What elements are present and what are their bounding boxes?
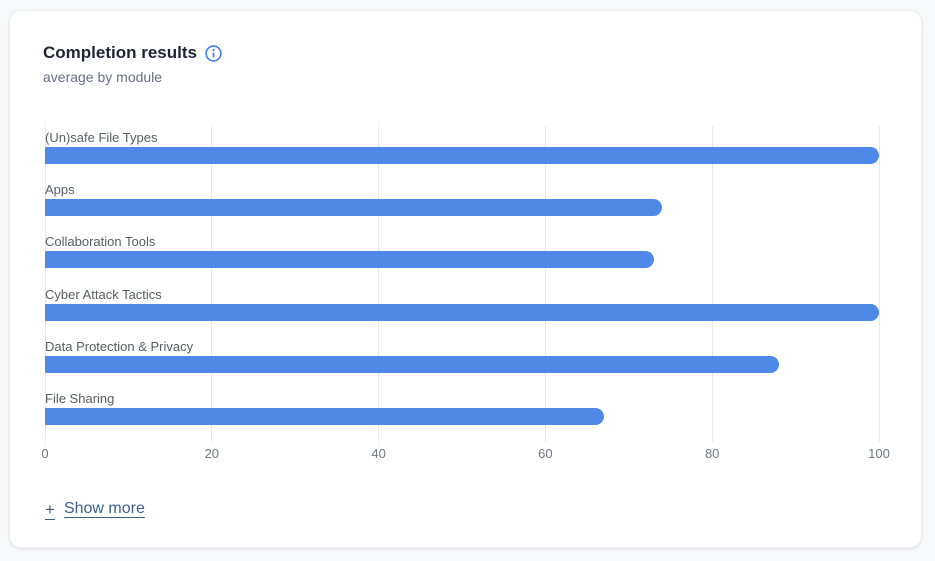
bar-label: Data Protection & Privacy xyxy=(45,338,194,354)
completion-results-card: Completion results average by module 0 20… xyxy=(9,10,922,548)
bar-row: Data Protection & Privacy xyxy=(45,337,879,389)
gridline xyxy=(878,126,880,442)
info-icon[interactable] xyxy=(205,44,222,62)
gridline xyxy=(378,126,380,442)
bar-label: Cyber Attack Tactics xyxy=(45,286,162,302)
gridline xyxy=(211,126,213,442)
x-tick-label: 20 xyxy=(204,446,220,461)
bar[interactable] xyxy=(45,199,663,217)
x-tick-label: 40 xyxy=(371,446,386,461)
bar-row: (Un)safe File Types xyxy=(45,128,879,180)
bar[interactable] xyxy=(45,407,604,425)
bar-label: (Un)safe File Types xyxy=(45,130,158,145)
x-tick-label: 60 xyxy=(538,446,553,461)
card-subtitle: average by module xyxy=(43,69,163,85)
plus-icon: + xyxy=(45,499,55,519)
show-more-button[interactable]: + Show more xyxy=(45,500,145,518)
x-tick-label: 100 xyxy=(868,446,890,461)
bar-row: Collaboration Tools xyxy=(45,232,879,284)
gridline xyxy=(711,126,713,442)
bar[interactable] xyxy=(45,303,879,321)
bar[interactable] xyxy=(45,147,879,164)
gridline xyxy=(544,126,546,442)
x-tick-label: 0 xyxy=(41,446,49,461)
bar-label: Apps xyxy=(45,182,75,198)
x-tick-label: 80 xyxy=(704,446,720,461)
gridline xyxy=(44,126,46,442)
bar-row: File Sharing xyxy=(45,389,879,441)
bar-label: File Sharing xyxy=(45,390,115,406)
bar-row: Apps xyxy=(45,180,879,232)
show-more-label: Show more xyxy=(63,500,145,517)
card-header: Completion results average by module xyxy=(43,43,222,85)
bar-label: Collaboration Tools xyxy=(45,234,156,250)
bar-chart: 0 20 40 60 80 100 (Un)safe File Types Apps Colla… xyxy=(41,126,890,461)
bar[interactable] xyxy=(45,355,779,373)
bar-row: Cyber Attack Tactics xyxy=(45,285,879,337)
bar[interactable] xyxy=(45,251,654,269)
card-title: Completion results xyxy=(43,43,197,62)
